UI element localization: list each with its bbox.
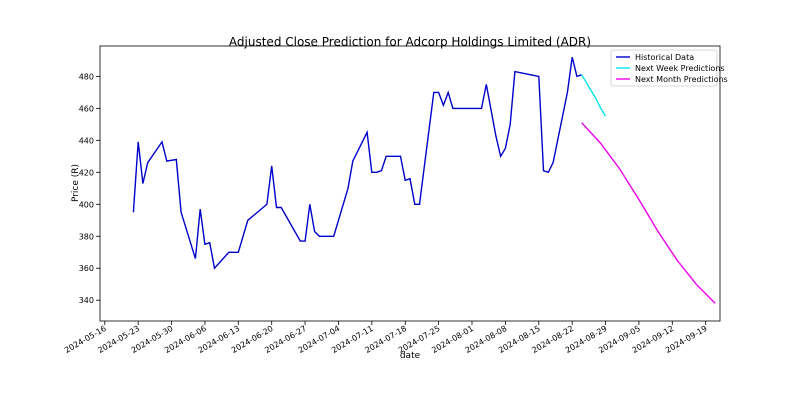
y-tick-label: 480	[79, 72, 94, 81]
legend-label: Next Week Predictions	[635, 64, 725, 73]
series-line-2	[581, 122, 716, 304]
x-axis: 2024-05-162024-05-232024-05-302024-06-06…	[63, 321, 709, 355]
y-tick-label: 420	[79, 168, 94, 177]
plot-frame	[99, 45, 721, 322]
plot-area	[132, 57, 716, 304]
y-tick-label: 360	[79, 264, 94, 273]
series-line-0	[132, 57, 582, 270]
legend-label: Next Month Predictions	[635, 75, 728, 84]
y-tick-label: 460	[79, 104, 94, 113]
y-axis: 340 360 380 400 420 440 460 480	[79, 72, 100, 305]
series-line-1	[581, 74, 607, 117]
legend: Historical Data Next Week Predictions Next…	[610, 49, 728, 87]
y-tick-label: 400	[79, 200, 94, 209]
y-tick-label: 340	[79, 296, 94, 305]
legend-box	[610, 49, 718, 87]
y-tick-label: 440	[79, 136, 94, 145]
y-tick-label: 380	[79, 232, 94, 241]
chart-title: Adjusted Close Prediction for Adcorp Hol…	[229, 35, 591, 49]
legend-label: Historical Data	[635, 53, 694, 62]
y-axis-label: Price (R)	[71, 164, 81, 202]
x-axis-label: date	[400, 351, 421, 361]
